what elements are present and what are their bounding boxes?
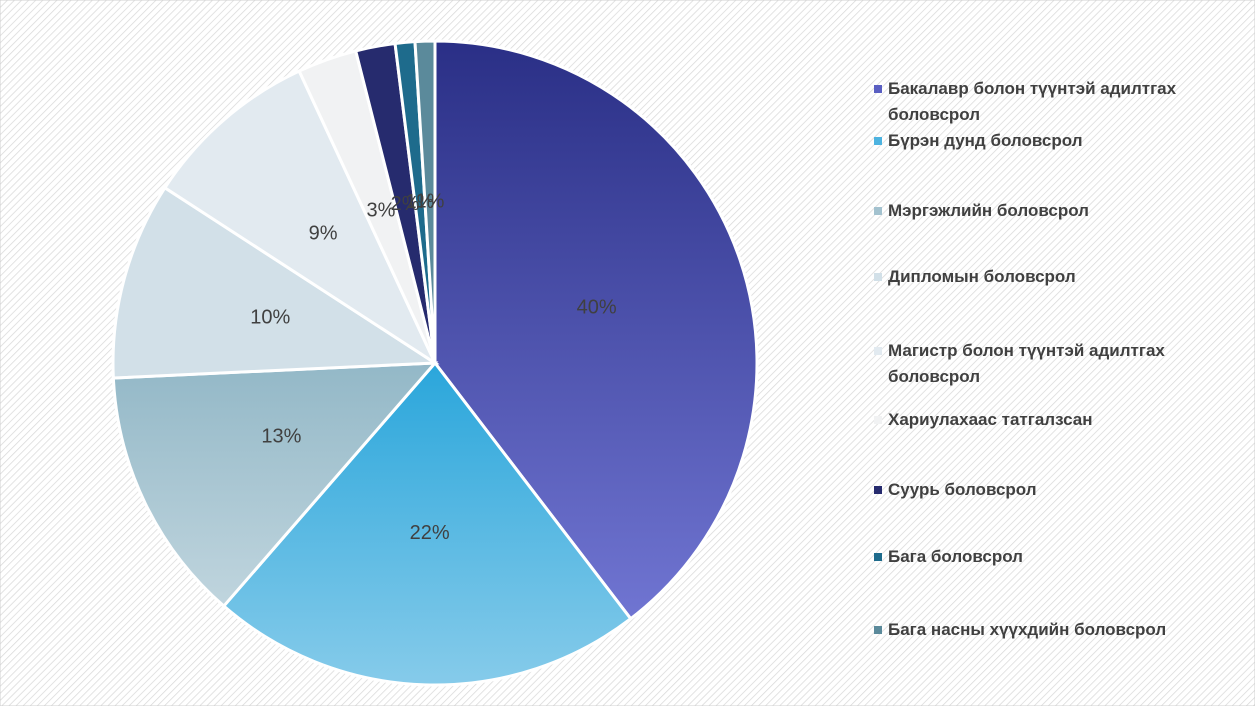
data-label: 2% <box>391 193 420 215</box>
legend-item: Хариулахаас татгалзсан <box>860 407 1240 433</box>
legend-swatch <box>874 553 882 561</box>
legend-item: Бага боловсрол <box>860 544 1240 570</box>
data-label: 40% <box>577 297 617 319</box>
data-label: 3% <box>367 200 396 222</box>
legend-label: Хариулахаас татгалзсан <box>888 410 1093 429</box>
legend: Бакалавр болон түүнтэй адилтгах боловсро… <box>860 58 1250 678</box>
legend-swatch <box>874 273 882 281</box>
legend-swatch <box>874 347 882 355</box>
legend-swatch <box>874 486 882 494</box>
legend-item: Дипломын боловсрол <box>860 264 1240 290</box>
data-label: 1% <box>406 191 435 213</box>
pie-slice <box>162 69 439 368</box>
legend-item: Бага насны хүүхдийн боловсрол <box>860 617 1240 643</box>
legend-swatch <box>874 626 882 634</box>
legend-item: Магистр болон түүнтэй адилтгах боловсрол <box>860 338 1240 390</box>
pie-slice <box>433 39 759 621</box>
legend-item: Мэргэжлийн боловсрол <box>860 198 1240 224</box>
legend-item: Бакалавр болон түүнтэй адилтгах боловсро… <box>860 76 1240 128</box>
legend-swatch <box>874 85 882 93</box>
pie-slice <box>221 360 633 687</box>
data-label: 13% <box>261 426 301 448</box>
legend-label: Мэргэжлийн боловсрол <box>888 201 1089 220</box>
legend-swatch <box>874 137 882 145</box>
data-label: 1% <box>416 190 445 212</box>
pie-slice <box>413 39 437 364</box>
legend-label: Дипломын боловсрол <box>888 267 1076 286</box>
legend-label: Бага боловсрол <box>888 547 1023 566</box>
legend-item: Бүрэн дунд боловсрол <box>860 128 1240 154</box>
legend-label: Бүрэн дунд боловсрол <box>888 131 1083 150</box>
pie-slice <box>111 185 440 380</box>
pie-slice <box>111 361 439 609</box>
legend-swatch <box>874 416 882 424</box>
legend-label: Бага насны хүүхдийн боловсрол <box>888 620 1167 639</box>
data-label: 9% <box>309 222 338 244</box>
legend-swatch <box>874 207 882 215</box>
legend-label: Магистр болон түүнтэй адилтгах боловсрол <box>888 341 1165 386</box>
legend-label: Суурь боловсрол <box>888 480 1037 499</box>
legend-label: Бакалавр болон түүнтэй адилтгах боловсро… <box>888 79 1177 124</box>
legend-item: Суурь боловсрол <box>860 477 1240 503</box>
data-label: 22% <box>410 522 450 544</box>
data-label: 10% <box>250 307 290 329</box>
